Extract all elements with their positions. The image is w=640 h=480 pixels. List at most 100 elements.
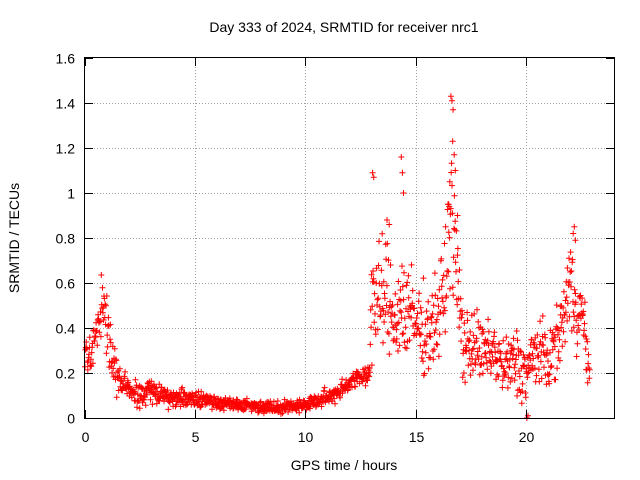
data-point bbox=[387, 262, 394, 268]
gridlines bbox=[85, 58, 614, 418]
data-point bbox=[420, 358, 426, 365]
data-point bbox=[487, 358, 494, 365]
data-point bbox=[418, 355, 425, 361]
data-point bbox=[451, 151, 458, 158]
x-tick-label: 10 bbox=[298, 429, 314, 445]
data-point bbox=[511, 377, 518, 384]
data-point bbox=[466, 347, 473, 354]
data-point bbox=[569, 256, 576, 263]
data-point bbox=[481, 350, 488, 357]
data-point bbox=[395, 319, 402, 326]
data-point bbox=[383, 282, 390, 289]
data-point bbox=[392, 290, 399, 297]
data-point bbox=[542, 334, 549, 341]
data-point bbox=[459, 374, 466, 381]
data-point bbox=[441, 304, 448, 311]
data-point bbox=[352, 383, 359, 390]
data-point bbox=[132, 390, 138, 397]
data-point bbox=[376, 238, 382, 245]
data-point bbox=[380, 278, 387, 285]
data-point bbox=[149, 401, 156, 408]
data-point bbox=[372, 310, 378, 317]
data-point bbox=[537, 358, 544, 365]
data-point bbox=[552, 376, 559, 383]
data-point bbox=[470, 345, 477, 352]
data-point bbox=[476, 345, 483, 351]
data-point bbox=[484, 366, 491, 373]
data-point bbox=[454, 301, 461, 308]
data-point bbox=[442, 328, 449, 335]
data-point bbox=[470, 332, 477, 339]
data-point bbox=[431, 346, 438, 353]
data-point bbox=[584, 379, 591, 386]
data-point bbox=[454, 245, 461, 252]
data-point bbox=[398, 154, 405, 160]
data-point bbox=[489, 353, 496, 360]
data-point bbox=[563, 294, 570, 301]
data-point bbox=[545, 358, 551, 365]
data-point bbox=[364, 377, 371, 384]
data-point bbox=[405, 272, 412, 279]
data-point bbox=[461, 320, 468, 327]
data-point bbox=[556, 336, 563, 343]
data-point bbox=[433, 316, 440, 323]
data-point bbox=[560, 304, 567, 311]
data-point bbox=[84, 366, 91, 373]
data-point bbox=[431, 270, 438, 277]
data-point bbox=[406, 337, 413, 344]
data-point bbox=[141, 396, 148, 403]
data-point bbox=[380, 339, 386, 346]
data-point bbox=[209, 406, 215, 413]
data-point bbox=[84, 359, 91, 366]
data-point bbox=[536, 378, 543, 385]
data-point bbox=[349, 384, 355, 391]
data-point bbox=[107, 321, 114, 328]
data-point bbox=[443, 273, 450, 280]
data-point bbox=[531, 341, 538, 348]
data-point bbox=[366, 373, 373, 380]
data-point bbox=[339, 376, 346, 383]
data-point bbox=[417, 304, 424, 311]
data-point bbox=[537, 318, 544, 325]
data-point bbox=[368, 271, 375, 278]
data-point bbox=[452, 218, 459, 225]
data-point bbox=[374, 326, 381, 333]
data-point bbox=[507, 378, 514, 385]
data-point bbox=[439, 276, 446, 283]
data-point bbox=[530, 355, 537, 362]
data-point bbox=[568, 283, 574, 290]
data-point bbox=[571, 286, 578, 293]
data-point bbox=[543, 352, 549, 359]
data-point bbox=[153, 391, 159, 398]
data-point bbox=[156, 381, 163, 388]
data-point bbox=[529, 350, 536, 357]
data-point bbox=[107, 339, 114, 346]
x-tick-label: 0 bbox=[82, 429, 90, 445]
data-point bbox=[105, 314, 112, 321]
data-point bbox=[490, 360, 497, 367]
data-point bbox=[505, 374, 512, 381]
data-point bbox=[119, 387, 126, 394]
data-point bbox=[88, 356, 94, 363]
data-point bbox=[387, 313, 394, 320]
data-point bbox=[242, 406, 249, 413]
data-point bbox=[547, 349, 553, 356]
data-point bbox=[399, 263, 405, 270]
data-point bbox=[447, 205, 454, 212]
data-point bbox=[534, 331, 541, 338]
data-point bbox=[401, 339, 408, 346]
data-point bbox=[92, 334, 99, 341]
data-point bbox=[103, 350, 110, 357]
data-point bbox=[560, 288, 567, 295]
data-point bbox=[86, 334, 93, 341]
data-point bbox=[367, 306, 374, 313]
data-point bbox=[459, 311, 466, 318]
data-point bbox=[438, 283, 445, 290]
data-point bbox=[441, 307, 448, 314]
data-point bbox=[122, 368, 129, 375]
data-point bbox=[564, 317, 571, 324]
data-point bbox=[369, 169, 376, 176]
data-point bbox=[429, 310, 436, 317]
data-point bbox=[554, 331, 561, 338]
data-point bbox=[401, 315, 408, 322]
